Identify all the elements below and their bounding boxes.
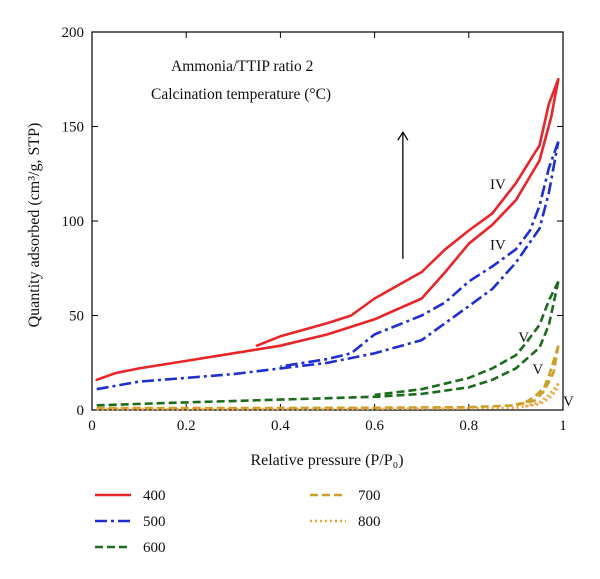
series-500-desorption-line [280,141,560,368]
arrow-head [397,130,409,141]
series-700-desorption-line [515,345,560,406]
isotherm-type-label: V [563,394,574,410]
series-400 [95,78,560,382]
series-700 [96,345,560,410]
series-800-adsorption-line [96,383,560,411]
series-layer [95,78,560,411]
y-tick-label: 200 [62,25,85,41]
isotherm-type-label: V [518,330,529,346]
isotherm-type-label: IV [490,177,506,193]
series-800 [96,382,560,411]
x-tick-label: 0 [88,418,96,434]
y-tick-label: 150 [62,120,85,136]
series-500-adsorption-line [96,141,560,391]
series-600-desorption-line [374,280,560,397]
y-axis-title: Quantity adsorbed (cm³/g, STP) [26,123,43,328]
legend-label-400: 400 [143,488,166,504]
x-tick-label: 0.4 [271,418,290,434]
legend-label-500: 500 [143,514,166,530]
series-700-adsorption-line [96,345,560,410]
series-600 [96,280,560,407]
series-500 [96,141,560,391]
x-tick-label: 0.6 [365,418,384,434]
x-tick-label: 0.8 [459,418,478,434]
isotherm-type-label: IV [490,237,506,253]
series-400-desorption-line [255,78,560,348]
trend-arrow [397,130,409,259]
isotherm-type-label: V [532,362,543,378]
annotation-line-1: Ammonia/TTIP ratio 2 [171,58,313,75]
series-800-desorption-line [524,382,560,408]
legend-label-700: 700 [358,488,381,504]
legend: 400 500 600 700 800 [95,488,381,556]
y-tick-label: 0 [77,403,85,419]
series-600-adsorption-line [96,281,560,407]
y-tick-label: 50 [69,309,84,325]
annotation-line-2: Calcination temperature (°C) [151,86,331,103]
legend-label-800: 800 [358,514,381,530]
series-400-adsorption-line [95,78,560,382]
x-axis-title: Relative pressure (P/P₀) [250,452,403,469]
y-tick-label: 100 [62,214,85,230]
axis-ticks: 0 0.2 0.4 0.6 0.8 1 0 50 100 150 200 [62,25,567,434]
legend-label-600: 600 [143,540,166,556]
x-tick-label: 1 [559,418,567,434]
x-tick-label: 0.2 [177,418,196,434]
